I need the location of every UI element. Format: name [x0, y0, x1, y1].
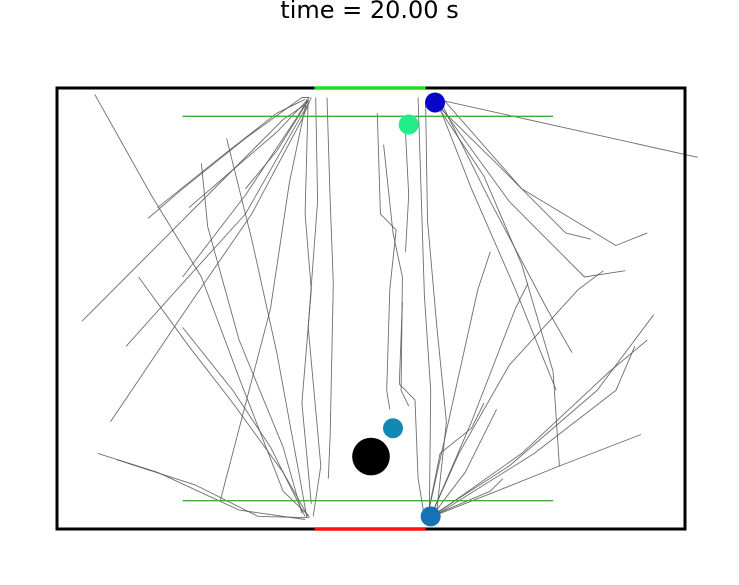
trajectory-line	[433, 101, 591, 240]
trajectory-line	[439, 100, 573, 353]
trajectory-line	[417, 97, 432, 511]
trajectory-line	[226, 138, 308, 518]
agent-layer	[382, 92, 446, 527]
trajectory-line	[436, 98, 698, 158]
trajectory-line	[245, 100, 309, 190]
trajectory-line	[430, 314, 654, 517]
trajectory-line	[427, 402, 485, 517]
trajectory-line	[432, 434, 642, 517]
trajectory-line	[182, 327, 306, 517]
trajectory-line	[430, 283, 529, 517]
trajectory-line	[376, 113, 397, 410]
trajectory-line	[94, 94, 310, 517]
trajectory-line	[433, 100, 560, 467]
trajectory-line	[157, 98, 306, 209]
trajectory-layer	[81, 94, 698, 520]
trajectory-line	[430, 478, 504, 517]
agent-marker	[425, 92, 446, 113]
trajectory-line	[430, 409, 498, 518]
trajectory-line	[383, 144, 410, 407]
obstacle-layer	[352, 437, 390, 476]
trajectory-line	[110, 97, 312, 423]
trajectory-line	[138, 276, 309, 517]
exit-layer	[314, 86, 426, 531]
trajectory-line	[200, 163, 303, 514]
agent-marker	[382, 418, 403, 439]
trajectory-line	[147, 97, 310, 219]
trajectory-line	[427, 251, 491, 517]
trajectory-line	[219, 99, 308, 501]
trajectory-line	[182, 99, 309, 278]
trajectory-line	[307, 97, 322, 517]
obstacle	[352, 437, 390, 476]
agent-marker	[420, 506, 441, 527]
trajectory-line	[398, 302, 425, 517]
guide-line-layer	[182, 115, 554, 502]
trajectory-line	[442, 99, 648, 246]
agent-marker	[398, 114, 419, 135]
trajectory-line	[433, 346, 636, 517]
trajectory-line	[432, 339, 648, 517]
trajectory-line	[81, 103, 307, 322]
trajectory-line	[436, 100, 557, 391]
trajectory-line	[433, 97, 626, 278]
trajectory-line	[430, 270, 604, 517]
chart-title: time = 20.00 s	[280, 0, 459, 24]
trajectory-line	[125, 103, 309, 347]
trajectory-line	[326, 97, 334, 479]
trajectory-line	[405, 132, 410, 252]
trajectory-line	[425, 101, 447, 511]
